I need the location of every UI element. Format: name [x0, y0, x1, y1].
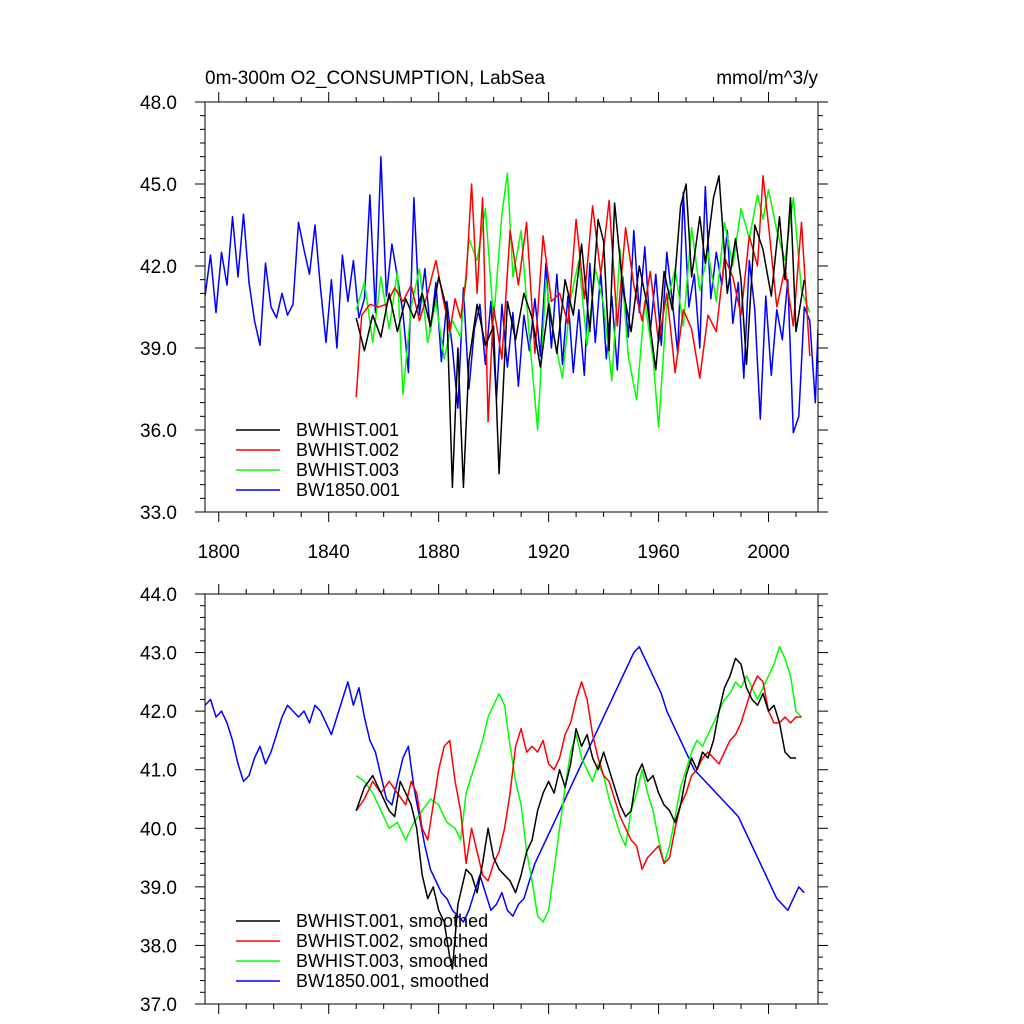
- y-tick-label: 39.0: [140, 878, 177, 899]
- y-tick-label: 42.0: [140, 702, 177, 723]
- legend-label: BWHIST.001: [296, 420, 399, 440]
- y-tick-label: 48.0: [140, 93, 177, 114]
- series-line-bwhist-002: [355, 175, 811, 423]
- series-line-bwhist-001: [355, 175, 806, 489]
- y-tick-label: 39.0: [140, 339, 177, 360]
- y-tick-label: 37.0: [140, 995, 177, 1016]
- x-tick-label: 2000: [747, 542, 789, 563]
- series-line-bwhist-003: [355, 645, 803, 923]
- chart-units: mmol/m^3/y: [716, 68, 818, 89]
- bottom-panel: 37.0 38.0 39.0 40.0 41.0 42.0 43.0 44.0 BWHIST.0…: [140, 584, 828, 1016]
- y-tick-label: 38.0: [140, 936, 177, 957]
- legend-label: BW1850.001: [296, 480, 400, 500]
- series-line-bwhist-002: [355, 675, 802, 882]
- x-tick-label: 1920: [527, 542, 569, 563]
- x-tick-label: 1960: [637, 542, 679, 563]
- y-tick-label: 33.0: [140, 503, 177, 524]
- y-tick-label: 44.0: [140, 585, 177, 606]
- y-tick-label: 41.0: [140, 761, 177, 782]
- series-line-bwhist-001: [355, 657, 796, 970]
- y-tick-label: 45.0: [140, 175, 177, 196]
- plot-frame: [204, 593, 819, 1005]
- legend-label: BW1850.001, smoothed: [296, 971, 489, 991]
- y-tick-label: 40.0: [140, 819, 177, 840]
- y-tick-label: 43.0: [140, 644, 177, 665]
- y-tick-label: 42.0: [140, 257, 177, 278]
- legend-label: BWHIST.002: [296, 440, 399, 460]
- legend-label: BWHIST.003, smoothed: [296, 951, 488, 971]
- top-panel: 0m-300m O2_CONSUMPTION, LabSea mmol/m^3/y…: [140, 68, 828, 563]
- series-line-bw1850-001: [205, 645, 805, 923]
- chart-title: 0m-300m O2_CONSUMPTION, LabSea: [205, 68, 545, 89]
- x-tick-label: 1800: [198, 542, 240, 563]
- series-line-bw1850-001: [205, 155, 818, 434]
- legend-label: BWHIST.003: [296, 460, 399, 480]
- y-tick-label: 36.0: [140, 421, 177, 442]
- legend-label: BWHIST.002, smoothed: [296, 931, 488, 951]
- x-tick-label: 1880: [418, 542, 460, 563]
- x-tick-label: 1840: [308, 542, 350, 563]
- legend-label: BWHIST.001, smoothed: [296, 911, 488, 931]
